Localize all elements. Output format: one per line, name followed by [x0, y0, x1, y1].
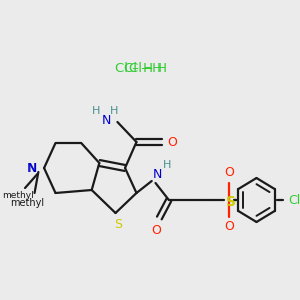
Text: methyl: methyl [2, 191, 34, 200]
Text: N: N [153, 167, 162, 181]
Text: O: O [224, 220, 234, 233]
Text: O: O [152, 224, 161, 236]
Text: methyl: methyl [10, 198, 44, 208]
Text: H: H [92, 106, 101, 116]
Text: Cl – H: Cl – H [115, 61, 153, 74]
Text: N: N [28, 161, 37, 175]
Text: H: H [110, 106, 118, 116]
Text: O: O [167, 136, 177, 148]
Text: S: S [226, 195, 236, 209]
Text: Cl – H: Cl – H [129, 61, 167, 74]
Text: Cl: Cl [289, 194, 300, 206]
Text: O: O [224, 167, 234, 179]
Text: Cl – H: Cl – H [124, 61, 162, 74]
Text: N: N [27, 161, 37, 175]
Text: S: S [114, 218, 122, 232]
Text: H: H [163, 160, 171, 170]
Text: N: N [101, 115, 111, 128]
